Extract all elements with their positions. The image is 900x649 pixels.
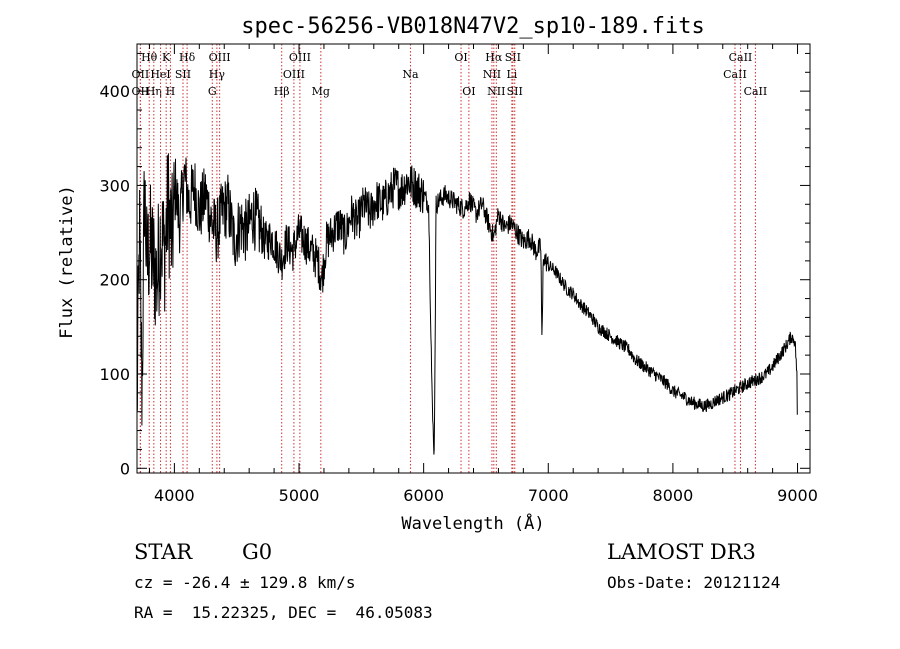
x-tick-label: 5000 <box>279 486 320 505</box>
y-tick-label: 200 <box>99 271 130 290</box>
line-marker-label: OII <box>132 68 150 81</box>
line-marker-label: Hδ <box>179 51 196 64</box>
y-axis-label: Flux (relative) <box>57 185 77 339</box>
axis-ticks: 4000 5000 6000 7000 8000 9000 0 100 200 300 400 <box>99 44 818 505</box>
plot-frame <box>136 43 811 474</box>
line-marker-label: OIII <box>289 51 311 64</box>
x-axis-label: Wavelength (Å) <box>401 512 544 534</box>
spectrum-series <box>136 153 798 455</box>
y-tick-label: 300 <box>99 176 130 195</box>
line-marker-label: OI <box>454 51 467 64</box>
line-marker-label: K <box>162 51 171 64</box>
line-marker-label: Hα <box>485 51 503 64</box>
x-tick-label: 6000 <box>403 486 444 505</box>
line-marker-label: CaII <box>729 51 753 64</box>
line-marker-label: SII <box>505 51 521 64</box>
x-tick-label: 9000 <box>777 486 818 505</box>
line-marker-label: Li <box>506 68 517 81</box>
y-tick-label: 400 <box>99 82 130 101</box>
line-marker-label: Mg <box>312 85 330 98</box>
line-marker-label: OI <box>462 85 475 98</box>
object-subclass: G0 <box>242 540 273 564</box>
y-tick-label: 100 <box>99 365 130 384</box>
line-marker-label: Hγ <box>209 68 226 81</box>
observation-date: Obs-Date: 20121124 <box>607 573 781 592</box>
line-marker-label: NII <box>487 85 505 98</box>
line-marker-label: SII <box>175 68 191 81</box>
object-class: STAR <box>134 540 193 564</box>
line-marker-label: OIII <box>209 51 231 64</box>
coordinates: RA = 15.22325, DEC = 46.05083 <box>134 603 433 622</box>
chart-title: spec-56256-VB018N47V2_sp10-189.fits <box>241 14 705 39</box>
line-marker-label: Hβ <box>274 85 290 98</box>
x-tick-label: 8000 <box>653 486 694 505</box>
line-marker-label: H <box>166 85 176 98</box>
line-marker-label: HeI <box>150 68 170 81</box>
line-marker-label: CaII <box>744 85 768 98</box>
x-tick-label: 7000 <box>528 486 569 505</box>
line-marker-label: Hθ <box>141 51 158 64</box>
survey-name: LAMOST DR3 <box>607 540 756 564</box>
line-marker-label: G <box>208 85 217 98</box>
line-marker-label: Na <box>402 68 419 81</box>
redshift-velocity: cz = -26.4 ± 129.8 km/s <box>134 573 356 592</box>
line-marker-label: CaII <box>723 68 747 81</box>
x-tick-label: 4000 <box>154 486 195 505</box>
line-marker-label: SII <box>507 85 523 98</box>
line-marker-label: NII <box>483 68 501 81</box>
line-markers: OIIHθOIIHηHeIKHSIIHδGHγOIIIHβOIIIOIIIMgN… <box>132 44 768 473</box>
y-tick-label: 0 <box>120 459 130 478</box>
line-marker-label: Hη <box>146 85 162 98</box>
line-marker-label: OIII <box>283 68 305 81</box>
spectrum-line <box>136 153 798 455</box>
